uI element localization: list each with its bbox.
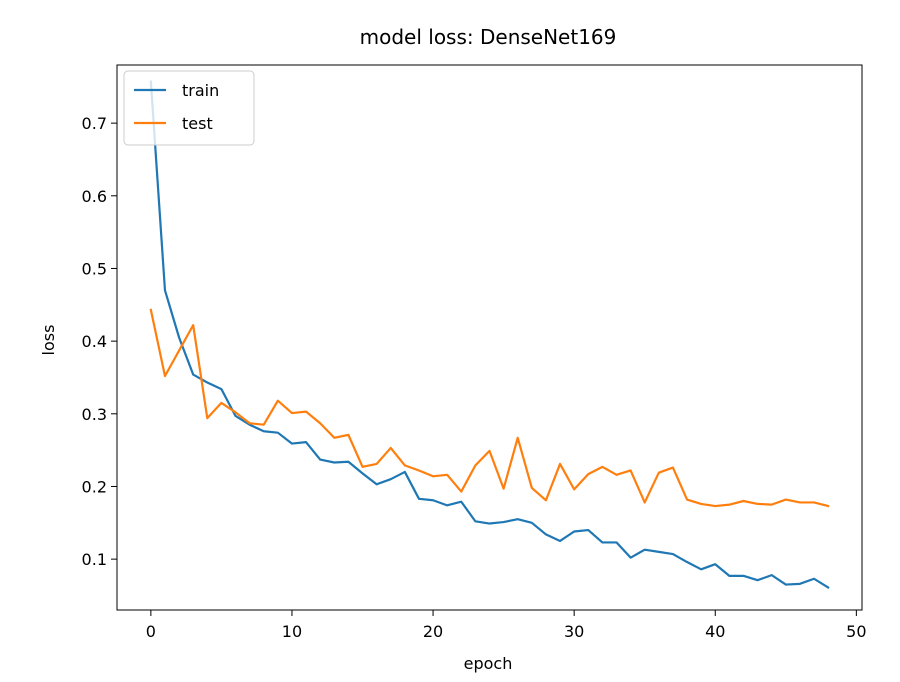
x-axis-label: epoch [464,654,513,673]
y-tick-label: 0.3 [82,405,107,424]
x-tick-label: 40 [705,622,725,641]
x-tick-label: 10 [282,622,302,641]
x-tick-label: 20 [423,622,443,641]
y-tick-label: 0.4 [82,332,107,351]
y-tick-label: 0.7 [82,114,107,133]
axes-frame [116,64,863,611]
legend-label-test: test [182,114,213,133]
x-tick-label: 0 [146,622,156,641]
x-tick-label: 50 [846,622,866,641]
legend-label-train: train [182,81,219,100]
y-axis-label: loss [39,325,58,356]
y-tick-label: 0.5 [82,259,107,278]
y-tick-label: 0.6 [82,187,107,206]
chart-title: model loss: DenseNet169 [360,25,617,49]
series-line-test [149,308,830,508]
legend: train test [123,70,255,146]
y-tick-label: 0.2 [82,477,107,496]
y-tick-label: 0.1 [82,550,107,569]
plot-area: 0 10 20 30 40 50 0.1 0.2 0.3 0.4 0.5 0.6 0.7 [82,64,867,641]
x-tick-label: 30 [564,622,584,641]
series-line-train [149,80,830,589]
